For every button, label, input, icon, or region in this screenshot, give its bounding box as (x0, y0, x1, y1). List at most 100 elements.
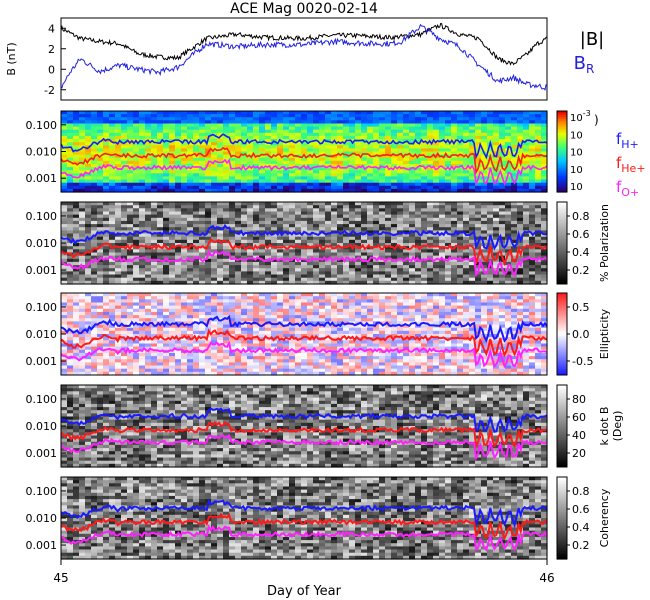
polarization-heat-cell (109, 271, 116, 276)
polarization-heat-cell (331, 224, 338, 228)
polarization-heat-cell (409, 268, 416, 272)
polarization-heat-cell (319, 239, 326, 244)
ellipticity-heat-cell (145, 305, 152, 310)
spectrum-heat-cell (187, 132, 194, 137)
polarization-heat-cell (313, 202, 320, 206)
polarization-heat-cell (397, 211, 404, 216)
polarization-heat-cell (139, 220, 146, 225)
polarization-heat-cell (445, 214, 452, 219)
polarization-heat-cell (115, 211, 122, 216)
spectrum-heat-cell (151, 182, 158, 187)
spectrum-heat-cell (541, 111, 548, 115)
polarization-heat-cell (241, 208, 248, 213)
spectrum-heat-cell (91, 148, 98, 153)
ellipticity-heat-cell (91, 296, 98, 300)
spectrum-heat-cell (277, 111, 284, 115)
ellipticity-heat-cell (127, 299, 134, 304)
polarization-heat-cell (211, 243, 218, 247)
spectrum-heat-cell (499, 185, 506, 190)
spectrum-heat-cell (451, 126, 458, 131)
spectrum-heat-cell (79, 188, 86, 193)
polarization-heat-cell (283, 224, 290, 228)
ellipticity-heat-cell (187, 308, 194, 313)
spectrum-heat-cell (199, 182, 206, 187)
spectrum-heat-cell (139, 126, 146, 131)
spectrum-heat-cell (529, 179, 536, 184)
polarization-heat-cell (259, 227, 266, 231)
spectrum-heat-cell (481, 132, 488, 137)
spectrum-heat-cell (283, 157, 290, 162)
spectrum-heat-cell (289, 185, 296, 190)
ellipticity-heat-cell (97, 302, 104, 307)
ellipticity-heat-cell (61, 308, 68, 313)
polarization-heat-cell (133, 246, 140, 250)
polarization-heat-cell (205, 236, 212, 241)
ellipticity-heat-cell (181, 321, 188, 326)
spectrum-heat-cell (175, 160, 182, 165)
spectrum-heat-cell (103, 114, 110, 118)
polarization-heat-cell (169, 211, 176, 216)
polarization-heat-cell (277, 255, 284, 260)
polarization-heat-cell (493, 202, 500, 206)
polarization-heat-cell (445, 274, 452, 279)
polarization-heat-cell (217, 205, 224, 209)
spectrum-heat-cell (409, 182, 416, 187)
polarization-heat-cell (229, 277, 236, 282)
spectrum-heat-cell (535, 154, 542, 159)
spectrum-heat-cell (193, 176, 200, 181)
spectrum-heat-cell (367, 114, 374, 118)
ellipticity-heat-cell (151, 311, 158, 316)
polarization-heat-cell (331, 205, 338, 209)
ellipticity-heat-cell (181, 371, 188, 376)
spectrum-heat-cell (229, 126, 236, 131)
spectrum-heat-cell (91, 111, 98, 115)
spectrum-heat-cell (331, 114, 338, 118)
polarization-heat-cell (307, 236, 314, 241)
spectrum-heat-cell (205, 179, 212, 184)
ellipticity-heat-cell (193, 330, 200, 335)
polarization-heat-cell (379, 214, 386, 219)
polarization-heat-cell (199, 274, 206, 279)
polarization-heat-cell (223, 243, 230, 247)
polarization-heat-cell (205, 211, 212, 216)
polarization-heat-cell (337, 211, 344, 216)
polarization-heat-cell (295, 265, 302, 269)
polarization-heat-cell (199, 233, 206, 238)
spectrum-heat-cell (235, 135, 242, 140)
spectrum-heat-cell (85, 179, 92, 184)
spectrum-colorbar-step (557, 155, 567, 159)
polarization-heat-cell (109, 220, 116, 225)
spectrum-heat-cell (181, 160, 188, 165)
polarization-heat-cell (385, 252, 392, 257)
ellipticity-heat-cell (187, 302, 194, 307)
ellipticity-heat-cell (181, 299, 188, 304)
polarization-heat-cell (361, 249, 368, 254)
polarization-heat-cell (175, 224, 182, 228)
spectrum-heat-cell (211, 142, 218, 146)
spectrum-heat-cell (127, 164, 134, 168)
spectrum-heat-cell (229, 132, 236, 137)
polarization-heat-cell (403, 214, 410, 219)
spectrum-heat-cell (499, 157, 506, 162)
polarization-heat-cell (253, 224, 260, 228)
polarization-heat-cell (475, 230, 482, 235)
polarization-heat-cell (265, 274, 272, 279)
polarization-heat-cell (247, 211, 254, 216)
polarization-heat-cell (355, 220, 362, 225)
polarization-heat-cell (487, 239, 494, 244)
polarization-heat-cell (295, 211, 302, 216)
polarization-heat-cell (361, 205, 368, 209)
spectrum-heat-cell (427, 135, 434, 140)
spectrum-heat-cell (463, 185, 470, 190)
ellipticity-heat-cell (163, 346, 170, 351)
ellipticity-heat-cell (169, 359, 176, 363)
spectrum-heat-cell (163, 164, 170, 168)
ellipticity-heat-cell (145, 299, 152, 304)
ellipticity-heat-cell (67, 299, 74, 304)
ellipticity-heat-cell (97, 296, 104, 300)
polarization-heat-cell (415, 268, 422, 272)
spectrum-heat-cell (121, 160, 128, 165)
polarization-colorbar-step (557, 269, 567, 273)
polarization-heat-cell (445, 208, 452, 213)
spectrum-heat-cell (367, 151, 374, 156)
